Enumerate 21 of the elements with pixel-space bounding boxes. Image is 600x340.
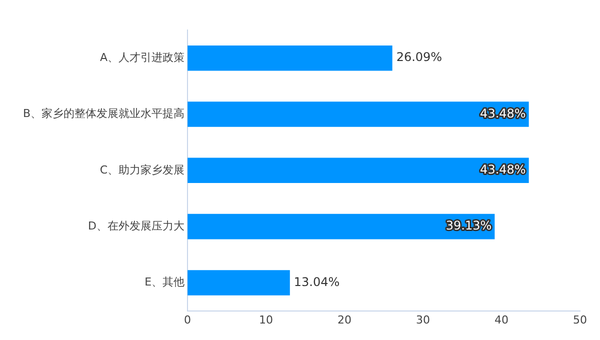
y-tick-label: C、助力家乡发展 — [100, 163, 185, 176]
y-tick-label: B、家乡的整体发展就业水平提高 — [23, 107, 185, 120]
x-tick-label: 0 — [184, 313, 192, 326]
data-label: 43.48% — [480, 162, 526, 177]
y-tick-label: D、在外发展压力大 — [88, 219, 185, 232]
data-label: 26.09% — [396, 50, 442, 64]
x-tick-label: 20 — [338, 313, 352, 326]
data-label: 13.04% — [294, 274, 340, 289]
bar — [188, 214, 495, 240]
data-label: 39.13% — [446, 218, 492, 233]
x-tick-label: 40 — [494, 313, 509, 326]
x-tick-label: 50 — [573, 313, 587, 326]
bar — [188, 270, 290, 296]
bar — [188, 45, 392, 71]
x-tick-label: 30 — [416, 313, 430, 326]
bar — [188, 102, 529, 127]
data-label: 43.48% — [480, 106, 526, 120]
bar — [188, 158, 529, 184]
x-tick-label: 10 — [259, 313, 274, 326]
y-tick-label: A、人才引进政策 — [100, 50, 185, 64]
y-tick-label: E、其他 — [144, 276, 185, 289]
